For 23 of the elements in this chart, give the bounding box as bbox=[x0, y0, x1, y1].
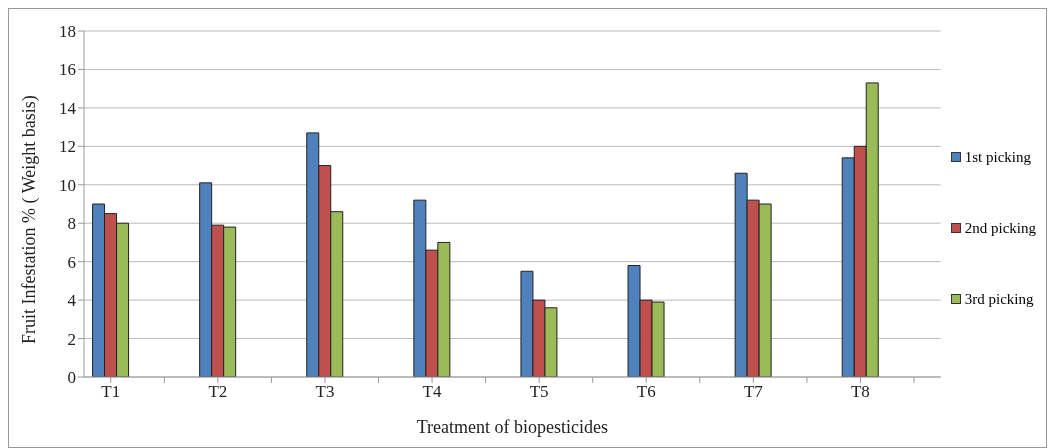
y-tick-label: 16 bbox=[59, 60, 76, 80]
y-tick-label: 18 bbox=[59, 22, 76, 42]
x-tick-label: T7 bbox=[743, 382, 764, 402]
y-tick-label: 14 bbox=[59, 98, 77, 118]
y-tick-label: 12 bbox=[59, 137, 76, 157]
y-tick-label: 10 bbox=[59, 175, 76, 195]
x-tick-label: T4 bbox=[422, 382, 442, 402]
x-axis-title: Treatment of biopesticides bbox=[416, 417, 609, 437]
x-tick-label: T8 bbox=[850, 382, 870, 402]
legend-label: 3rd picking bbox=[964, 290, 1034, 308]
y-tick-label: 4 bbox=[67, 291, 77, 311]
y-tick-label: 6 bbox=[67, 252, 76, 272]
y-tick-label: 2 bbox=[67, 329, 76, 349]
x-tick-label: T2 bbox=[208, 382, 228, 402]
x-tick-label: T5 bbox=[529, 382, 549, 402]
y-tick-label: 0 bbox=[67, 368, 76, 388]
y-tick-label: 8 bbox=[67, 214, 76, 234]
x-tick-label: T1 bbox=[101, 382, 121, 402]
legend-label: 1st picking bbox=[964, 148, 1031, 166]
x-tick-label: T3 bbox=[315, 382, 335, 402]
legend-label: 2nd picking bbox=[964, 219, 1036, 237]
x-tick-label: T6 bbox=[636, 382, 656, 402]
y-axis-title: Fruit Infestation % ( Weight basis) bbox=[19, 95, 41, 344]
